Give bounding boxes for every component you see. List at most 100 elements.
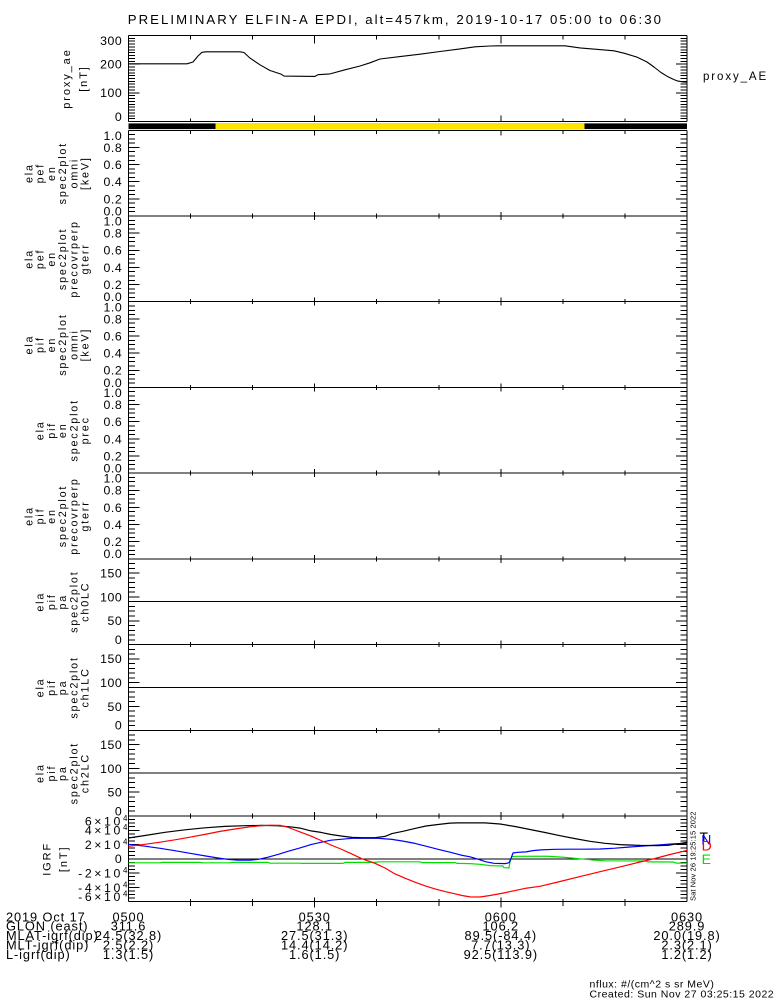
svg-text:[nT]: [nT]	[58, 846, 70, 873]
svg-text:100: 100	[100, 86, 122, 100]
svg-text:pa: pa	[57, 765, 69, 781]
svg-text:289.9: 289.9	[669, 919, 706, 934]
svg-text:-4×104: -4×104	[78, 880, 130, 895]
svg-text:14.4(14.2): 14.4(14.2)	[281, 938, 348, 953]
svg-text:106.2: 106.2	[483, 919, 520, 934]
svg-text:0: 0	[115, 852, 122, 866]
svg-text:prec: prec	[80, 416, 92, 444]
svg-text:2019 Oct 17: 2019 Oct 17	[6, 909, 86, 924]
svg-text:0.4: 0.4	[104, 347, 123, 361]
svg-text:proxy_ae: proxy_ae	[61, 48, 73, 108]
svg-text:pa: pa	[57, 680, 69, 696]
svg-text:gterr: gterr	[80, 500, 92, 531]
svg-text:en: en	[46, 508, 58, 524]
svg-text:0.4: 0.4	[104, 518, 123, 532]
svg-text:2.5(2.2): 2.5(2.2)	[103, 938, 154, 953]
svg-text:1.6(1.5): 1.6(1.5)	[289, 947, 340, 962]
svg-text:pif: pif	[35, 508, 47, 525]
svg-text:100: 100	[100, 676, 122, 690]
svg-text:Sat Nov 26 19:25:15 2022: Sat Nov 26 19:25:15 2022	[689, 811, 698, 901]
svg-text:50: 50	[108, 614, 123, 628]
svg-text:150: 150	[100, 567, 122, 581]
svg-text:precovrperp: precovrperp	[68, 477, 80, 554]
svg-text:ela: ela	[35, 678, 47, 698]
svg-text:0500: 0500	[112, 909, 144, 924]
svg-text:150: 150	[100, 652, 122, 666]
svg-text:1.0: 1.0	[104, 129, 123, 143]
svg-text:50: 50	[108, 786, 123, 800]
svg-text:0.4: 0.4	[104, 175, 123, 189]
svg-text:pif: pif	[46, 593, 58, 610]
svg-text:ela: ela	[24, 163, 36, 183]
svg-text:GLON (east): GLON (east)	[6, 919, 88, 934]
svg-text:0.0: 0.0	[104, 204, 123, 218]
svg-text:0: 0	[115, 633, 122, 647]
svg-text:0.4: 0.4	[104, 261, 123, 275]
svg-text:0.6: 0.6	[104, 158, 123, 172]
svg-text:proxy_AE: proxy_AE	[703, 71, 768, 83]
svg-text:200: 200	[100, 58, 122, 72]
svg-text:1.0: 1.0	[104, 386, 123, 400]
svg-text:0.8: 0.8	[104, 227, 123, 241]
svg-text:en: en	[46, 165, 58, 181]
svg-text:spec2plot: spec2plot	[57, 228, 69, 290]
svg-text:0.8: 0.8	[104, 141, 123, 155]
svg-text:1.0: 1.0	[104, 300, 123, 314]
svg-text:[keV]: [keV]	[80, 156, 92, 190]
svg-text:spec2plot: spec2plot	[68, 656, 80, 718]
svg-text:Created: Sun Nov 27 03:25:15 2: Created: Sun Nov 27 03:25:15 2022	[590, 989, 775, 1000]
svg-text:N: N	[701, 831, 711, 847]
svg-text:pif: pif	[35, 336, 47, 353]
svg-text:0.8: 0.8	[104, 398, 123, 412]
svg-text:0.4: 0.4	[104, 432, 123, 446]
svg-text:spec2plot: spec2plot	[57, 142, 69, 204]
svg-text:pif: pif	[46, 765, 58, 782]
svg-text:ch2LC: ch2LC	[80, 753, 92, 793]
svg-text:gterr: gterr	[80, 243, 92, 274]
svg-text:ch1LC: ch1LC	[80, 667, 92, 707]
svg-text:omni: omni	[68, 329, 80, 360]
svg-text:0.6: 0.6	[104, 329, 123, 343]
svg-text:128.1: 128.1	[296, 919, 333, 934]
svg-text:D: D	[702, 837, 712, 853]
svg-text:100: 100	[100, 762, 122, 776]
svg-text:ela: ela	[24, 335, 36, 355]
svg-text:0630: 0630	[671, 909, 703, 924]
svg-text:-6×104: -6×104	[78, 890, 130, 905]
svg-text:E: E	[702, 851, 711, 867]
svg-text:4×104: 4×104	[85, 823, 130, 838]
svg-text:0.8: 0.8	[104, 484, 123, 498]
svg-text:nflux: #/(cm^2 s sr MeV): nflux: #/(cm^2 s sr MeV)	[590, 979, 715, 991]
svg-text:PRELIMINARY ELFIN-A EPDI, alt=: PRELIMINARY ELFIN-A EPDI, alt=457km, 201…	[128, 12, 663, 27]
svg-text:[nT]: [nT]	[78, 65, 90, 92]
svg-text:spec2plot: spec2plot	[57, 485, 69, 547]
svg-text:pef: pef	[35, 249, 47, 269]
svg-text:1.2(1.2): 1.2(1.2)	[661, 947, 712, 962]
svg-text:IGRF: IGRF	[42, 842, 54, 876]
svg-text:50: 50	[108, 700, 123, 714]
svg-text:1.3(1.5): 1.3(1.5)	[103, 947, 154, 962]
svg-text:omni: omni	[68, 158, 80, 189]
svg-text:27.5(31.3): 27.5(31.3)	[281, 928, 348, 943]
svg-text:pef: pef	[35, 163, 47, 183]
svg-text:100: 100	[100, 590, 122, 604]
svg-text:ela: ela	[24, 249, 36, 269]
svg-text:spec2plot: spec2plot	[68, 742, 80, 804]
svg-text:0.0: 0.0	[104, 290, 123, 304]
svg-text:0600: 0600	[485, 909, 517, 924]
svg-text:0.0: 0.0	[104, 376, 123, 390]
svg-text:ch0LC: ch0LC	[80, 582, 92, 622]
svg-text:L-igrf(dip): L-igrf(dip)	[6, 947, 71, 962]
svg-text:ela: ela	[35, 763, 47, 783]
svg-text:0.2: 0.2	[104, 535, 123, 549]
svg-text:6×104: 6×104	[85, 814, 130, 829]
svg-text:300: 300	[100, 34, 122, 48]
svg-text:spec2plot: spec2plot	[57, 313, 69, 375]
svg-text:precovrperp: precovrperp	[68, 220, 80, 297]
svg-text:1.0: 1.0	[104, 472, 123, 486]
svg-text:MLT-igrf(dip): MLT-igrf(dip)	[6, 938, 89, 953]
svg-text:0.0: 0.0	[104, 462, 123, 476]
svg-text:0.6: 0.6	[104, 244, 123, 258]
svg-text:0.2: 0.2	[104, 278, 123, 292]
svg-text:pif: pif	[46, 422, 58, 439]
